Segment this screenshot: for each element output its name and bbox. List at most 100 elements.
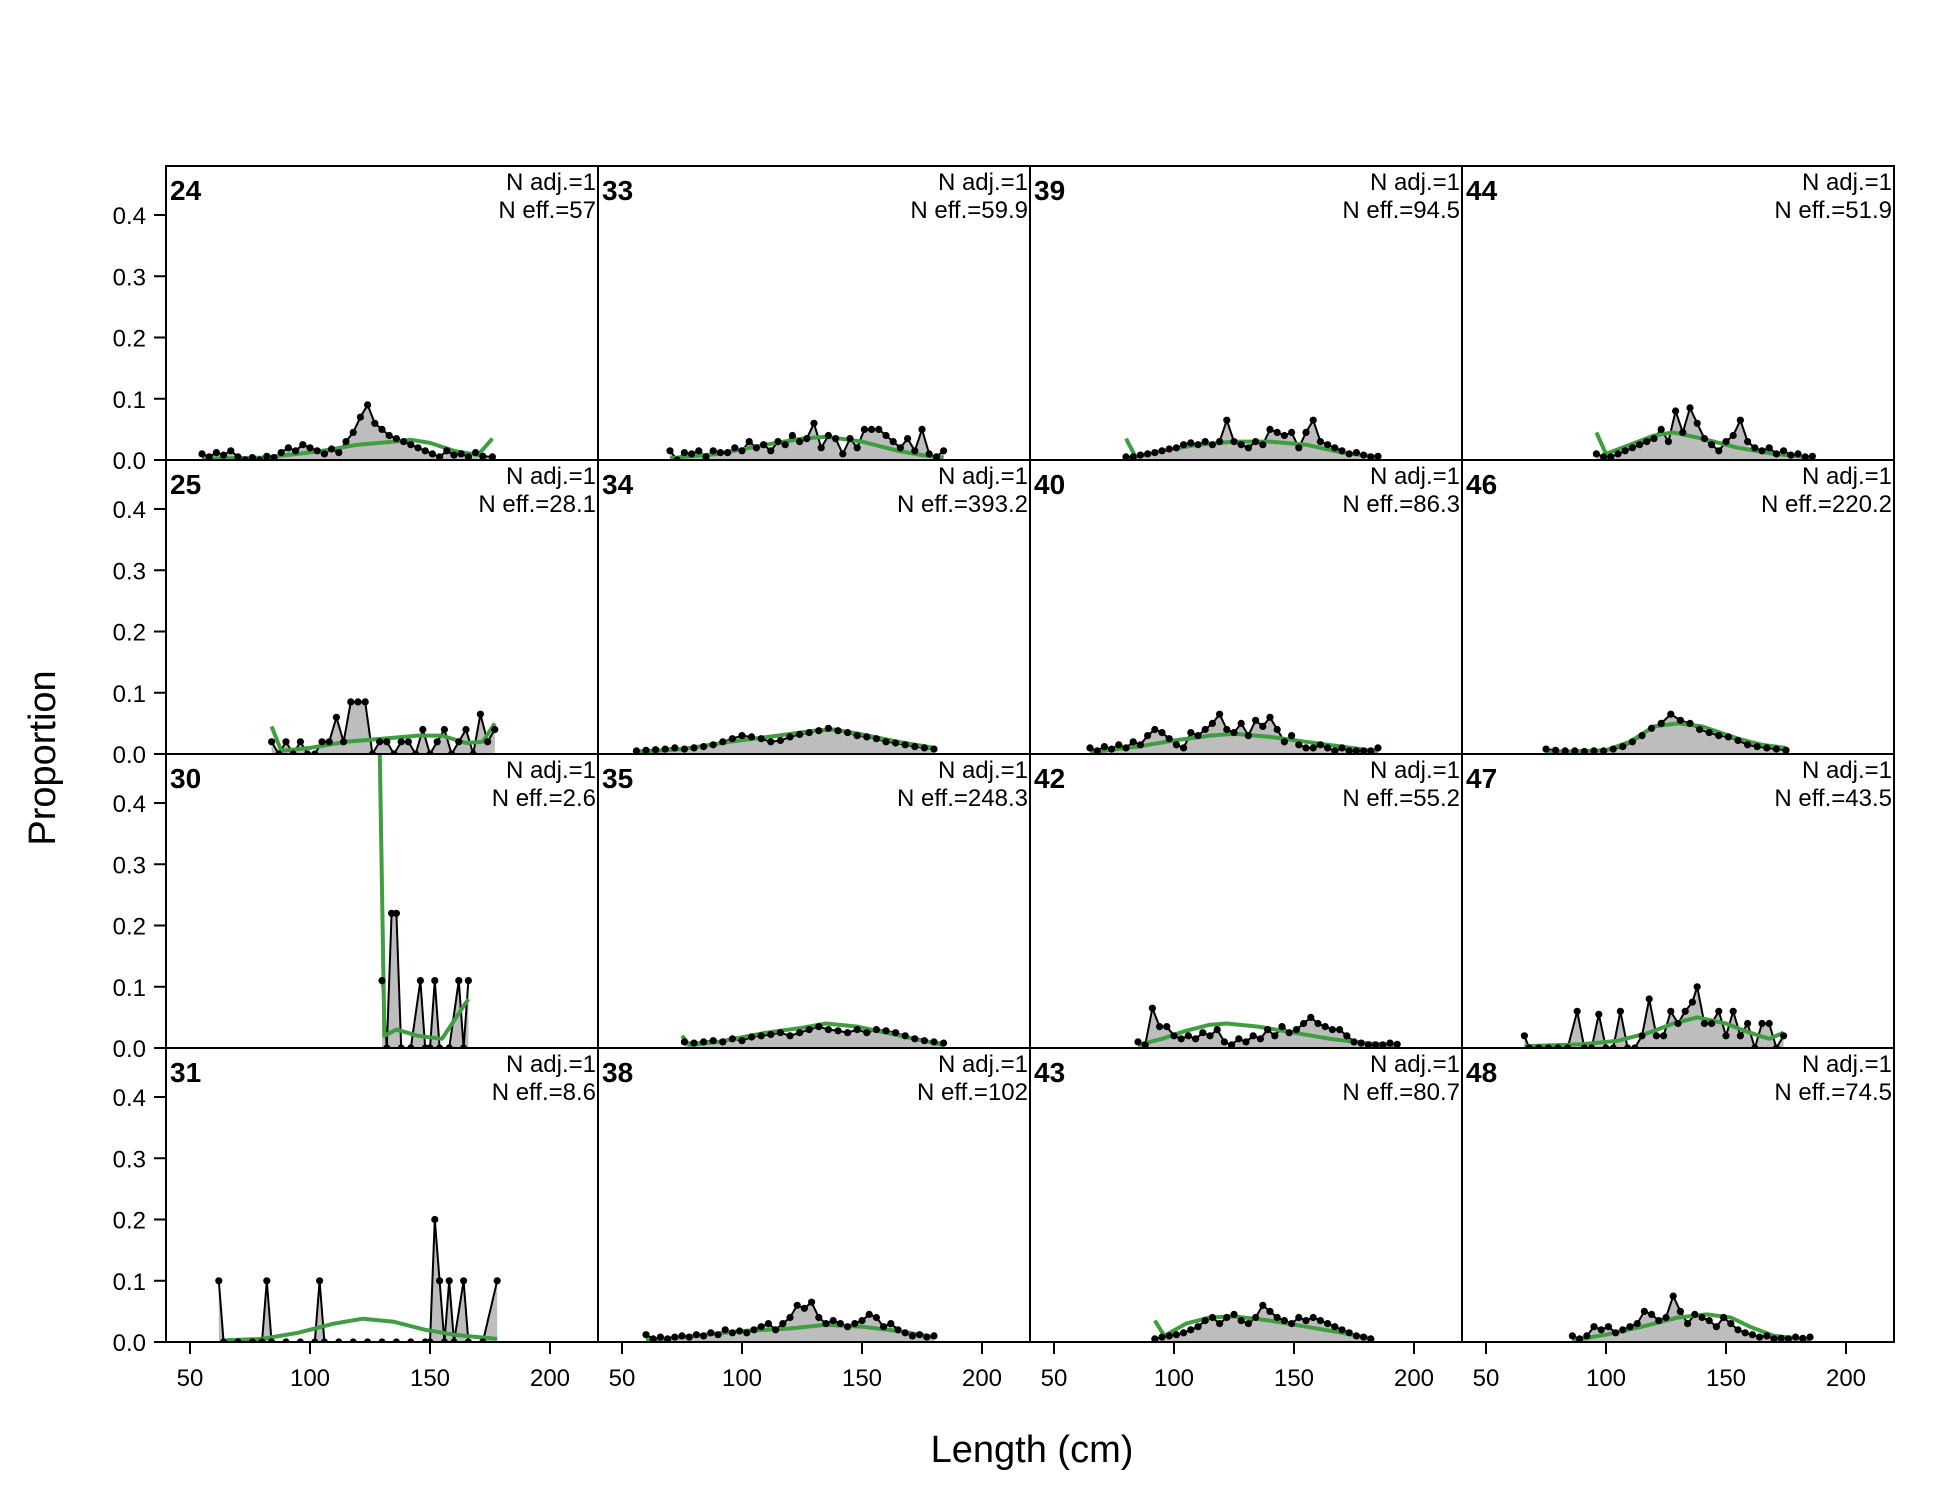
observed-point: [1223, 416, 1231, 424]
observed-point: [1194, 441, 1202, 449]
observed-point: [1374, 452, 1382, 460]
observed-point: [1604, 1323, 1612, 1331]
observed-point: [1722, 438, 1730, 446]
panel-label: 38: [602, 1057, 633, 1088]
observed-point: [690, 744, 698, 752]
observed-point: [1280, 431, 1288, 440]
x-axis-col-3: 50 100 150 200: [1041, 1341, 1434, 1392]
observed-point: [1360, 451, 1368, 459]
observed-point: [1172, 1331, 1180, 1339]
observed-point: [745, 438, 753, 446]
observed-point: [1208, 719, 1216, 728]
observed-point: [1136, 451, 1144, 459]
observed-point: [728, 1329, 737, 1337]
observed-point: [1300, 1019, 1308, 1028]
y-axis-row-1: 0.0 0.1 0.2 0.3 0.4: [113, 203, 167, 475]
panel-plot-area: [1462, 983, 1894, 1048]
observed-point: [796, 438, 804, 446]
observed-point: [313, 447, 321, 455]
observed-point: [834, 1027, 842, 1035]
n-eff-label: N eff.=74.5: [1774, 1079, 1892, 1106]
observed-point: [450, 451, 458, 459]
observed-point: [1806, 1333, 1814, 1341]
observed-point: [1607, 453, 1615, 460]
observed-point: [220, 451, 228, 459]
panel-46: 46 N adj.=1N eff.=220.2: [1461, 459, 1895, 755]
observed-point: [1223, 725, 1231, 734]
observed-point: [932, 453, 940, 460]
panel-plot-area: [598, 724, 1030, 754]
observed-point: [714, 1331, 722, 1339]
observed-point: [786, 1313, 794, 1322]
observed-point: [889, 438, 897, 446]
observed-point: [484, 738, 492, 746]
observed-point: [1763, 744, 1771, 752]
observed-point: [834, 727, 842, 735]
observed-point: [460, 1277, 468, 1285]
observed-point: [1715, 1007, 1723, 1015]
observed-point: [743, 1329, 751, 1337]
observed-point: [1324, 1320, 1332, 1328]
panel-24: 24 N adj.=1N eff.=57: [165, 165, 599, 461]
observed-point: [1338, 1326, 1346, 1334]
n-adj-label: N adj.=1: [938, 169, 1028, 196]
observed-point: [709, 1037, 717, 1045]
observed-point: [1172, 741, 1180, 749]
observed-point: [1626, 1323, 1634, 1331]
observed-point: [1180, 744, 1188, 752]
observed-point: [325, 738, 333, 746]
y-tick-label: 0.4: [113, 1085, 146, 1112]
expected-line: [377, 754, 471, 1041]
observed-point: [428, 450, 436, 458]
observed-point: [1777, 1334, 1785, 1342]
observed-point: [731, 444, 739, 452]
n-eff-label: N eff.=51.9: [1774, 197, 1892, 224]
observed-point: [445, 1277, 453, 1285]
observed-point: [892, 739, 900, 747]
observed-point: [1192, 1035, 1200, 1043]
observed-point: [1715, 447, 1723, 455]
observed-point: [1660, 1032, 1668, 1040]
observed-point: [1194, 732, 1202, 740]
observed-point: [1657, 425, 1665, 433]
observed-point: [896, 444, 905, 452]
observed-point: [464, 977, 472, 985]
observed-area: [1154, 1305, 1371, 1342]
observed-point: [443, 447, 451, 455]
observed-point: [846, 435, 854, 443]
observed-point: [940, 447, 948, 455]
observed-point: [1724, 733, 1732, 741]
observed-point: [1295, 444, 1303, 452]
observed-point: [1736, 1032, 1744, 1040]
observed-point: [1180, 441, 1188, 449]
observed-point: [642, 746, 650, 754]
y-axis-label: Proportion: [22, 670, 64, 845]
observed-point: [680, 1038, 689, 1046]
observed-point: [1338, 744, 1346, 752]
panel-44: 44 N adj.=1N eff.=51.9: [1461, 165, 1895, 461]
observed-point: [248, 454, 256, 460]
observed-line: [1572, 1293, 1811, 1340]
y-axis-row-2: 0.0 0.1 0.2 0.3 0.4: [113, 497, 167, 769]
observed-point: [1220, 1038, 1228, 1046]
observed-point: [750, 1326, 758, 1334]
y-tick-label: 0.2: [113, 326, 146, 353]
panel-label: 43: [1034, 1057, 1065, 1088]
observed-point: [776, 736, 785, 745]
observed-point: [299, 441, 307, 449]
observed-point: [719, 1038, 727, 1046]
observed-point: [1187, 439, 1195, 447]
observed-point: [1235, 1035, 1243, 1043]
y-tick-label: 0.4: [113, 497, 146, 524]
observed-point: [925, 450, 933, 458]
observed-point: [421, 447, 429, 455]
observed-point: [1156, 1023, 1164, 1031]
observed-point: [407, 441, 415, 449]
observed-point: [1367, 1335, 1375, 1342]
panel-39: 39 N adj.=1N eff.=94.5: [1029, 165, 1463, 461]
observed-point: [284, 444, 292, 452]
observed-point: [863, 733, 871, 741]
observed-point: [1199, 1029, 1207, 1037]
observed-point: [1180, 1329, 1188, 1337]
observed-point: [700, 743, 708, 751]
